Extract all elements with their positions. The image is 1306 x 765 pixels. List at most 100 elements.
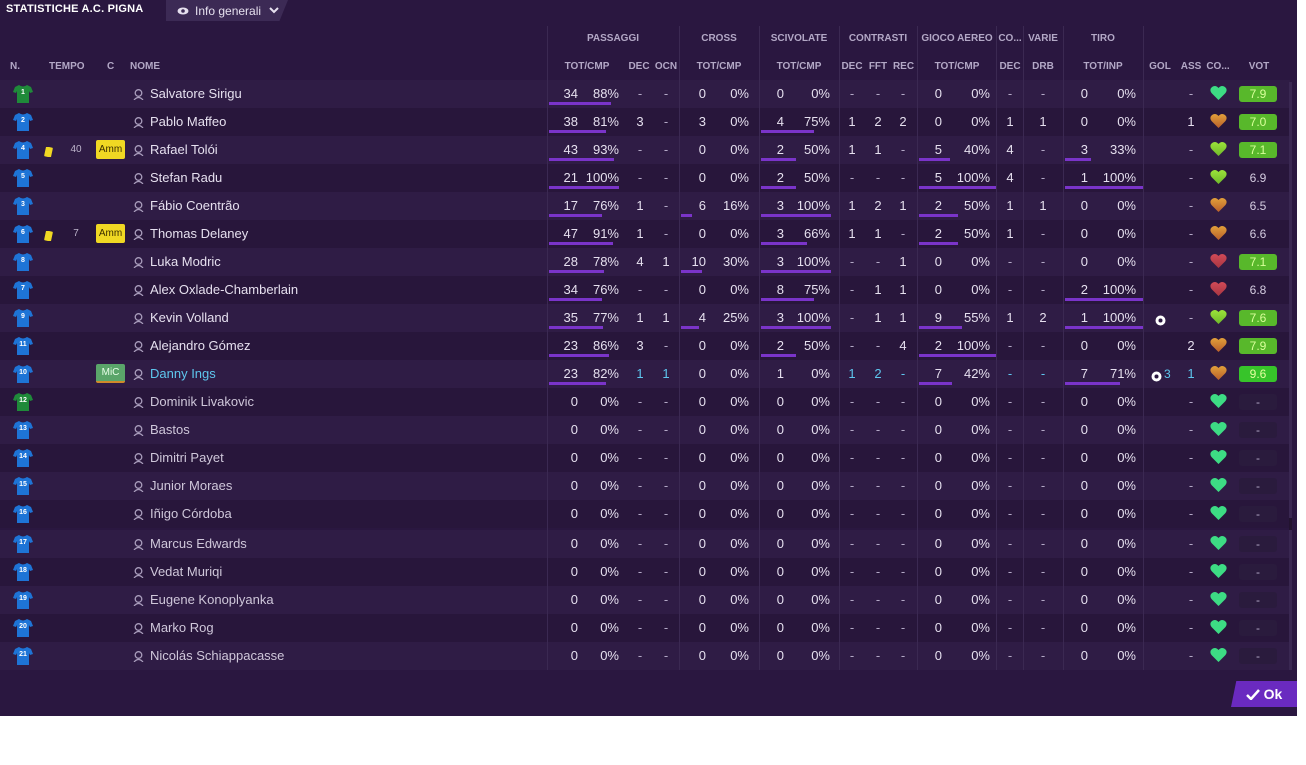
col-aer-totcmp[interactable]: TOT/CMP: [934, 61, 980, 72]
table-row[interactable]: 13 Bastos 0 0% - - 0 0% 0 0% - - - 0 0% - - 0 0% - -: [0, 416, 1290, 444]
col-ass[interactable]: ASS: [1180, 61, 1202, 72]
player-name[interactable]: Kevin Volland: [150, 310, 229, 325]
col-tempo[interactable]: TEMPO: [49, 61, 85, 72]
table-row[interactable]: 20 Marko Rog 0 0% - - 0 0% 0 0% - - - 0 0% - - 0 0% - -: [0, 614, 1290, 642]
table-row[interactable]: 15 Junior Moraes 0 0% - - 0 0% 0 0% - - - 0 0% - - 0 0% - -: [0, 472, 1290, 500]
ok-button[interactable]: Ok: [1231, 681, 1297, 707]
player-profile-icon[interactable]: [133, 144, 144, 157]
table-row[interactable]: 8 Luka Modric 28 78% 4 1 10 30% 3 100% - -1 0 0% - -0 0%…: [0, 248, 1290, 276]
player-name[interactable]: Eugene Konoplyanka: [150, 592, 274, 607]
player-name[interactable]: Marko Rog: [150, 620, 214, 635]
col-con-rec[interactable]: REC: [892, 61, 915, 72]
player-name[interactable]: Dimitri Payet: [150, 450, 224, 465]
player-profile-icon[interactable]: [133, 88, 144, 101]
sciv-cmp: 0%: [811, 620, 830, 635]
sciv-cmp-bar: [761, 270, 831, 273]
table-row[interactable]: 19 Eugene Konoplyanka 0 0% - - 0 0% 0 0% - - - 0 0% - - 0…: [0, 586, 1290, 614]
col-vot[interactable]: VOT: [1248, 61, 1270, 72]
player-profile-icon[interactable]: [133, 312, 144, 325]
player-name[interactable]: Iñigo Córdoba: [150, 506, 232, 521]
col-var-drb[interactable]: DRB: [1032, 61, 1054, 72]
player-name[interactable]: Rafael Tolói: [150, 142, 218, 157]
player-shirt-icon: 11: [13, 336, 33, 356]
col-pass-ocn[interactable]: OCN: [654, 61, 678, 72]
player-profile-icon[interactable]: [133, 340, 144, 353]
player-name[interactable]: Nicolás Schiappacasse: [150, 648, 285, 663]
tiro-tot: 0: [1080, 338, 1088, 353]
player-profile-icon[interactable]: [133, 368, 144, 381]
col-sciv-totcmp[interactable]: TOT/CMP: [776, 61, 822, 72]
table-row[interactable]: 18 Vedat Muriqi 0 0% - - 0 0% 0 0% - - - 0 0% - - 0 0% - -: [0, 558, 1290, 586]
table-row[interactable]: 2 Pablo Maffeo 38 81% 3 - 3 0% 4 75% 1 2 2 0 0% 1 1 0 0% 1 7…: [0, 108, 1290, 136]
player-profile-icon[interactable]: [133, 228, 144, 241]
col-co[interactable]: CO...: [1206, 61, 1230, 72]
col-nome[interactable]: NOME: [130, 61, 160, 72]
player-profile-icon[interactable]: [133, 538, 144, 551]
pass-dec: 4: [636, 254, 644, 269]
table-row[interactable]: 3 Fábio Coentrão 17 76% 1-6 16% 3 100% 1 2 1 2 50% 1 1…: [0, 192, 1290, 220]
table-row[interactable]: 11 Alejandro Gómez 23 86% 3 - 0 0% 2 50% - - 4 2 100% -…: [0, 332, 1290, 360]
table-row[interactable]: 16 Iñigo Córdoba 0 0% - - 0 0% 0 0% - - - 0 0% - - 0 0% - -: [0, 500, 1290, 528]
sciv-tot: 0: [776, 422, 784, 437]
con-fft: 1: [874, 226, 882, 241]
table-row[interactable]: 5 Stefan Radu 21 100% - - 0 0% 2 50% - - - 5 100% 4 - 1 10…: [0, 164, 1290, 192]
player-profile-icon[interactable]: [133, 594, 144, 607]
player-name[interactable]: Salvatore Sirigu: [150, 86, 242, 101]
col-gol[interactable]: GOL: [1149, 61, 1171, 72]
col-co-dec[interactable]: DEC: [999, 61, 1021, 72]
table-row[interactable]: 12 Dominik Livakovic 0 0% - - 0 0% 0 0% - - - 0 0% - - 0 0…: [0, 388, 1290, 416]
var-drb: 1: [1039, 114, 1047, 129]
player-profile-icon[interactable]: [133, 116, 144, 129]
player-name[interactable]: Bastos: [150, 422, 190, 437]
cross-cmp: 0%: [730, 114, 749, 129]
con-fft: -: [875, 450, 881, 465]
col-number[interactable]: N.: [10, 61, 20, 72]
sciv-tot: 3: [776, 198, 784, 213]
player-name[interactable]: Junior Moraes: [150, 478, 233, 493]
player-name[interactable]: Danny Ings: [150, 366, 216, 381]
col-pass-dec[interactable]: DEC: [628, 61, 650, 72]
table-row[interactable]: 17 Marcus Edwards 0 0% - - 0 0% 0 0% - - - 0 0% - - 0 0% - -: [0, 530, 1290, 558]
table-row[interactable]: 21 Nicolás Schiappacasse 0 0% - - 0 0% 0 0% - - - 0 0%…: [0, 642, 1290, 670]
player-name[interactable]: Luka Modric: [150, 254, 221, 269]
player-profile-icon[interactable]: [133, 424, 144, 437]
player-profile-icon[interactable]: [133, 650, 144, 663]
player-profile-icon[interactable]: [133, 396, 144, 409]
player-profile-icon[interactable]: [133, 284, 144, 297]
table-row[interactable]: 6 7 Amm Thomas Delaney 47 91% 1 - 0 0% 3 66% 1 1 - 2 50%…: [0, 220, 1290, 248]
player-profile-icon[interactable]: [133, 452, 144, 465]
player-profile-icon[interactable]: [133, 508, 144, 521]
player-name[interactable]: Fábio Coentrão: [150, 198, 240, 213]
table-row[interactable]: 14 Dimitri Payet 0 0% - - 0 0% 0 0% - - - 0 0% - - 0 0% - -: [0, 444, 1290, 472]
table-row[interactable]: 4 40 Amm Rafael Tolói 43 93% - -0 0% 2 50% 1 1-5 40% 4…: [0, 136, 1290, 164]
player-profile-icon[interactable]: [133, 566, 144, 579]
player-name[interactable]: Pablo Maffeo: [150, 114, 227, 129]
player-profile-icon[interactable]: [133, 256, 144, 269]
table-row[interactable]: 7 Alex Oxlade-Chamberlain 34 76% - - 0 0% 8 75% - 1…: [0, 276, 1290, 304]
player-profile-icon[interactable]: [133, 480, 144, 493]
cross-cmp: 25%: [722, 310, 749, 325]
table-row[interactable]: 9 Kevin Volland 35 77% 1 1 4 25% 3 100% - 1 1 9 55% 1 2 1…: [0, 304, 1290, 332]
player-name[interactable]: Stefan Radu: [150, 170, 223, 185]
col-con-dec[interactable]: DEC: [841, 61, 863, 72]
col-c[interactable]: C: [107, 61, 115, 72]
player-name[interactable]: Marcus Edwards: [150, 536, 247, 551]
col-pass-totcmp[interactable]: TOT/CMP: [564, 61, 610, 72]
player-name[interactable]: Alex Oxlade-Chamberlain: [150, 282, 299, 297]
col-cross-totcmp[interactable]: TOT/CMP: [696, 61, 742, 72]
player-profile-icon[interactable]: [133, 200, 144, 213]
sciv-tot: 0: [776, 450, 784, 465]
view-select-dropdown[interactable]: Info generali: [166, 0, 288, 21]
player-name[interactable]: Alejandro Gómez: [150, 338, 251, 353]
player-profile-icon[interactable]: [133, 622, 144, 635]
player-name[interactable]: Dominik Livakovic: [150, 394, 255, 409]
table-row[interactable]: 1 Salvatore Sirigu 34 88% - - 0 0% 0 0% - - - 0 0% - - 0 0…: [0, 80, 1290, 108]
player-name[interactable]: Thomas Delaney: [150, 226, 249, 241]
scrollbar-thumb-secondary[interactable]: [1289, 530, 1292, 670]
col-con-fft[interactable]: FFT: [868, 61, 888, 72]
player-profile-icon[interactable]: [133, 172, 144, 185]
col-tiro-totinp[interactable]: TOT/INP: [1083, 61, 1123, 72]
scrollbar-thumb[interactable]: [1289, 82, 1292, 518]
table-row[interactable]: 10 MiC Danny Ings 23 82% 1 1 0 0% 1 0% 1 2-7 42% - -7 71…: [0, 360, 1290, 388]
player-name[interactable]: Vedat Muriqi: [150, 564, 223, 579]
